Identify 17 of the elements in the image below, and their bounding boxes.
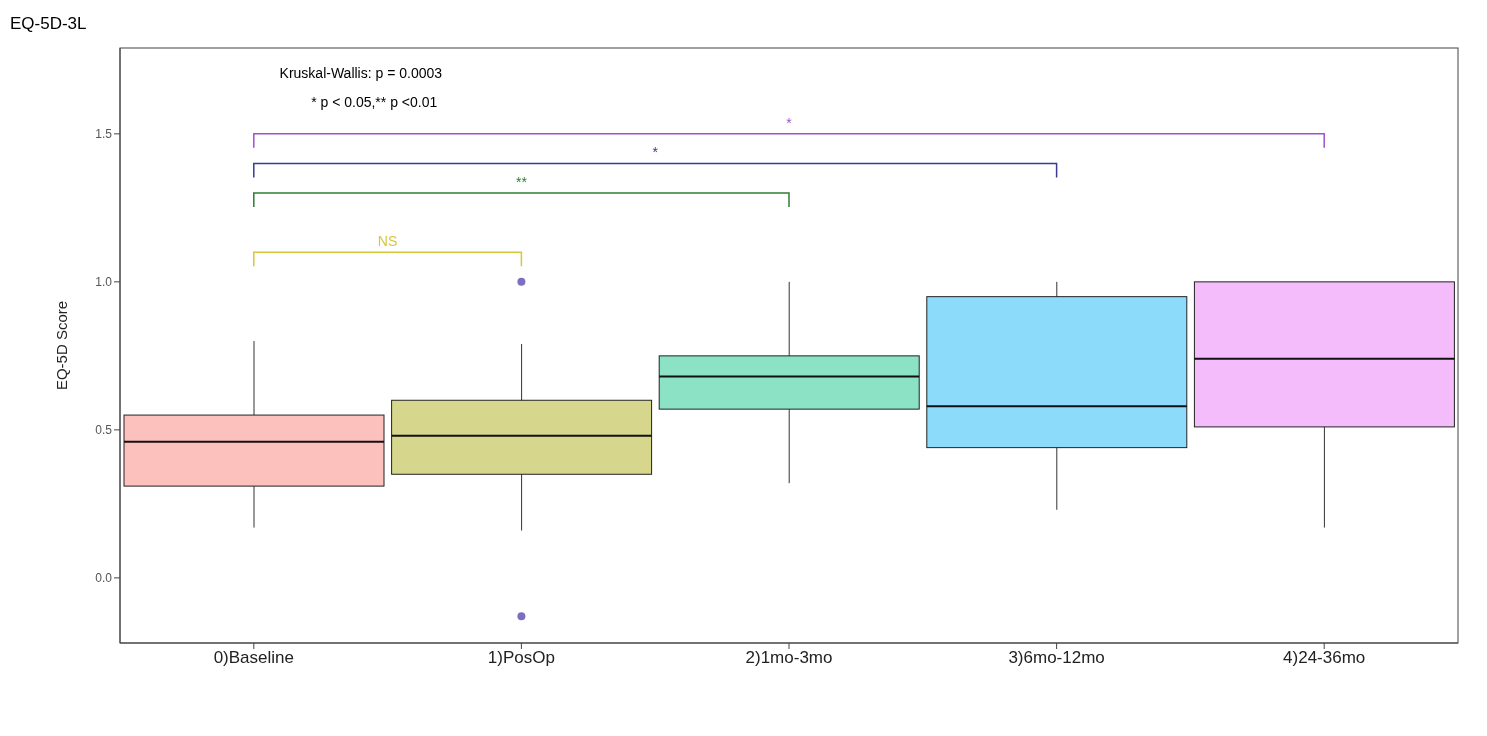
- y-tick-label: 1.0: [95, 275, 113, 290]
- x-tick-label: 1)PosOp: [487, 648, 555, 668]
- y-tick-label: 1.5: [95, 127, 113, 142]
- y-tick-label: 0.0: [95, 571, 113, 586]
- annotation: **: [515, 174, 528, 191]
- chart-title: EQ-5D-3L: [10, 14, 87, 34]
- y-tick-label: 0.5: [95, 423, 113, 438]
- annotation: *: [786, 114, 793, 131]
- x-tick-label: 0)Baseline: [213, 648, 294, 668]
- x-tick-label: 4)24-36mo: [1283, 648, 1366, 668]
- annotation: * p < 0.05,** p <0.01: [311, 94, 438, 111]
- annotation: *: [652, 144, 659, 161]
- x-tick-label: 3)6mo-12mo: [1008, 648, 1105, 668]
- y-axis-title: EQ-5D Score: [53, 300, 71, 391]
- annotation: Kruskal-Wallis: p = 0.0003: [279, 64, 443, 81]
- x-tick-label: 2)1mo-3mo: [745, 648, 833, 668]
- annotation: NS: [377, 233, 398, 250]
